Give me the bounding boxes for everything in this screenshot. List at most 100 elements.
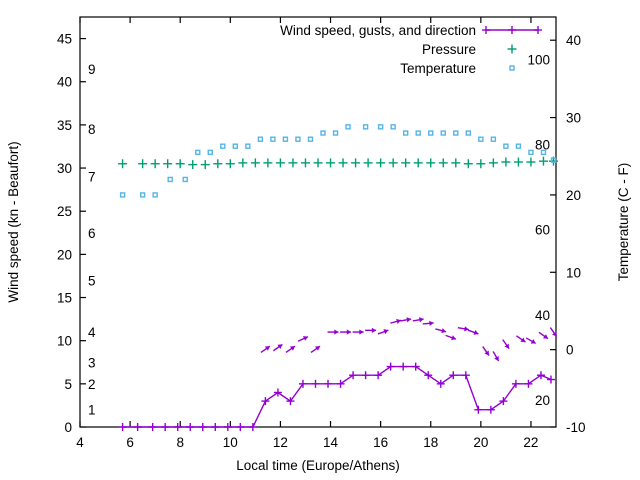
x-tick-label: 16 [373,435,388,450]
y2-tick-label: 40 [566,33,581,48]
square-marker [515,143,522,149]
square-marker [440,130,446,136]
square-marker [320,130,326,136]
square-marker [428,130,434,136]
square-marker [332,130,339,136]
square-marker [377,124,384,130]
beaufort-label: 4 [88,325,96,340]
beaufort-label: 1 [88,403,96,418]
square-marker [415,130,421,136]
y2-axis-ticks: -10 0 10 20 30 40 [550,33,586,435]
beaufort-scale-labels: 1 2 3 4 5 6 7 8 9 [88,62,96,418]
series-temperature [119,124,557,198]
beaufort-label: 3 [88,355,96,370]
wind-direction-arrow [502,339,510,350]
square-marker [345,124,351,130]
wind-direction-arrow [422,320,434,326]
square-marker [270,136,276,142]
wind-direction-arrow [482,346,490,356]
square-marker [220,143,226,149]
x-tick-label: 18 [423,435,438,450]
square-marker [282,136,289,142]
wind-direction-arrow [310,345,321,354]
y-tick-label: 30 [57,161,72,176]
wind-direction-arrow [400,317,412,323]
y2-tick-label: 10 [566,265,581,280]
y2-tick-label: -10 [566,420,586,435]
legend-label: Wind speed, gusts, and direction [280,23,476,38]
fahrenheit-label: 20 [535,393,550,408]
y-tick-label: 5 [64,377,72,392]
wind-direction-arrow [549,327,558,337]
y-axis-ticks: 0 5 10 15 20 25 30 35 40 45 [57,32,86,435]
wind-direction-arrow [467,329,479,335]
x-tick-label: 14 [323,435,339,450]
wind-direction-arrow [340,329,352,335]
square-marker [245,143,251,149]
wind-direction-arrow [327,329,339,335]
wind-direction-arrow [435,328,447,334]
square-marker [550,157,557,163]
x-tick-label: 4 [76,435,84,450]
wind-direction-arrow [352,329,364,335]
series-wind [118,362,555,431]
wind-direction-arrow [285,345,296,354]
square-marker [195,149,201,156]
wind-direction-arrow [390,318,402,324]
x-tick-label: 20 [473,435,488,450]
y2-tick-label: 30 [566,111,581,126]
series-pressure [118,156,558,170]
x-tick-label: 12 [273,435,288,450]
wind-direction-arrow [538,331,549,340]
square-marker [362,124,369,130]
beaufort-label: 8 [88,122,96,137]
fahrenheit-label: 80 [535,138,550,153]
wind-direction-arrow [525,337,537,345]
wind-direction-arrow [445,334,457,341]
x-tick-label: 10 [223,435,238,450]
square-marker [257,136,264,142]
wind-direction-arrow [365,327,377,333]
wind-direction-arrow [297,335,309,342]
square-marker [509,65,515,71]
square-marker [478,136,484,142]
y-tick-label: 40 [57,75,72,90]
y-tick-label: 25 [57,204,72,219]
y-tick-label: 35 [57,118,72,133]
square-marker [503,143,509,149]
chart-legend: Wind speed, gusts, and direction Pressure… [280,23,542,76]
square-marker [528,149,534,156]
square-marker [139,192,146,198]
wind-direction-arrow [516,335,526,343]
fahrenheit-label: 100 [527,53,550,68]
y2-axis-title: Temperature (C - F) [616,163,631,282]
x-tick-label: 6 [126,435,134,450]
wind-direction-arrows [260,317,558,362]
square-marker [540,149,547,156]
square-marker [295,136,301,142]
x-axis-title: Local time (Europe/Athens) [236,458,400,473]
wind-direction-arrow [377,329,389,335]
y2-tick-label: 20 [566,188,581,203]
square-marker [490,136,497,142]
wind-direction-arrow [273,343,283,352]
legend-label: Temperature [400,61,476,76]
fahrenheit-scale-labels: 20 40 60 80 100 [527,53,550,408]
beaufort-label: 5 [88,273,96,288]
square-marker [207,149,213,156]
y-tick-label: 20 [57,247,72,262]
fahrenheit-label: 60 [535,223,550,238]
square-marker [152,192,158,198]
square-marker [390,124,396,130]
y-tick-label: 10 [57,334,72,349]
square-marker [465,130,472,136]
wind-speed-line [122,365,552,428]
beaufort-label: 2 [88,377,96,392]
beaufort-label: 9 [88,62,96,77]
plot-frame [79,16,557,428]
x-tick-label: 22 [523,435,538,450]
square-marker [119,192,126,198]
wind-direction-arrow [260,345,271,354]
